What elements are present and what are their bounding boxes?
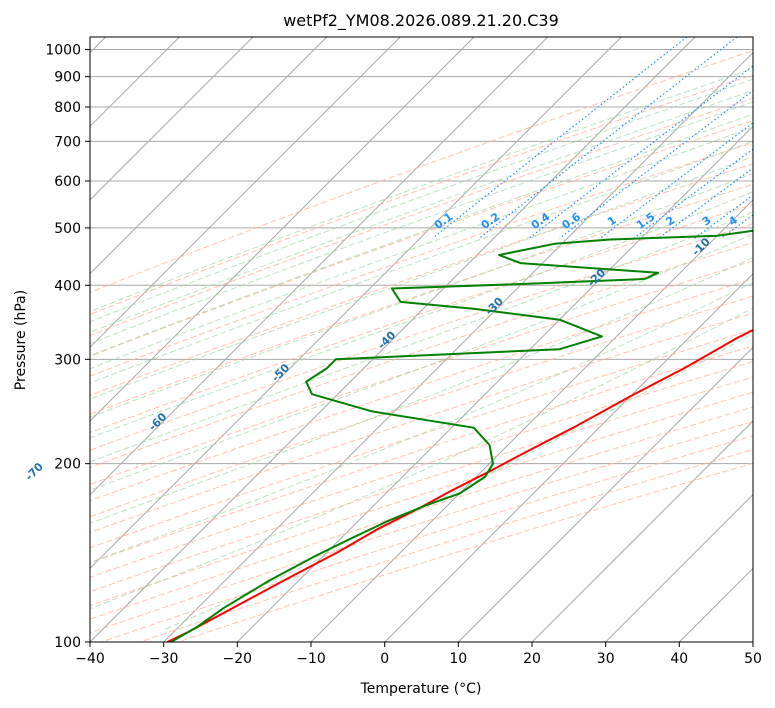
isotherm-line [90,37,475,422]
dewpoint-profile-line [170,229,753,642]
mixing-ratio-line [599,122,753,239]
y-axis: 1000 900 800 700 600 500 400 300 200 100 [45,43,90,651]
mixing-ratio-line [633,148,753,239]
mixing-ratio-label: 0.6 [560,210,584,232]
y-tick-label: 200 [54,457,81,473]
mixing-ratio-label: 0.4 [529,210,553,232]
isotherm-line [163,51,753,642]
dry-adiabat-line [90,391,753,607]
moist-adiabat-line [90,156,753,400]
isotherm-line [752,641,753,642]
y-tick-label: 800 [54,100,81,116]
chart-title: wetPf2_YM08.2026.089.21.20.C39 [283,11,559,31]
dry-adiabat-line [90,421,753,634]
isotherm-line [457,346,753,642]
moist-adiabat-line [90,78,753,323]
dry-adiabat-line [90,97,753,337]
x-tick-label: 0 [380,651,389,667]
moist-adiabat-line [90,113,753,357]
reference-lines [90,37,775,642]
dry-adiabat-line [90,223,753,451]
moist-adiabat-line [90,307,753,610]
y-axis-title: Pressure (hPa) [13,290,29,390]
x-tick-label: −40 [75,651,105,667]
dry-adiabat-line [90,163,753,396]
dry-adiabat-line [90,406,753,620]
isotherm-line [90,37,401,349]
dry-adiabat-line [90,361,753,578]
x-tick-label: 20 [523,651,541,667]
isotherm-line [678,567,753,642]
y-tick-label: 1000 [45,43,81,59]
line-labels: 0.10.20.40.611.5234-100-90-80-70-60-50-4… [23,210,741,483]
dry-adiabat-line [90,50,753,293]
x-tick-label: 30 [597,651,615,667]
dry-adiabat-line [90,142,753,377]
moist-adiabat-line [90,191,753,439]
isotherm-line [236,125,753,642]
isotherm-line [90,37,696,642]
moist-adiabat-line [90,172,753,418]
isotherm-label: -60 [146,410,169,433]
moist-adiabat-line [90,89,753,333]
moist-adiabat-line [90,126,753,370]
isotherm-line [90,37,622,570]
mixing-ratio-line [658,167,753,239]
x-axis: −40 −30 −20 −10 0 10 20 30 40 50 [75,642,762,667]
x-tick-label: −30 [149,651,179,667]
mixing-ratio-label: 0.2 [479,210,502,232]
isotherm-label: -70 [23,460,46,483]
dry-adiabat-line [90,329,753,549]
mixing-ratio-line [760,37,775,238]
moist-adiabat-line [90,67,753,313]
isotherm-line [90,37,328,275]
y-tick-label: 400 [54,278,81,294]
mixing-ratio-label: 4 [726,213,740,228]
mixing-ratio-line [478,37,738,239]
plot-frame [89,36,754,643]
isotherm-label: -30 [483,295,506,318]
x-tick-label: 10 [449,651,467,667]
moist-adiabat-line [90,101,753,345]
x-tick-label: −10 [296,651,326,667]
dry-adiabat-line [90,74,753,315]
dry-adiabat-line [177,462,753,642]
mixing-ratio-line [694,194,753,239]
y-tick-label: 500 [54,221,81,237]
dry-adiabat-line [90,183,753,415]
isotherm-line [605,493,753,642]
x-axis-title: Temperature (°C) [360,681,482,697]
moist-adiabat-line [164,333,753,630]
y-tick-label: 600 [54,174,81,190]
dry-adiabat-line [101,435,753,642]
mixing-ratio-label: 1 [605,214,619,229]
temperature-profile-line [166,328,753,642]
moist-adiabat-line [90,257,753,524]
isotherm-label: -10 [690,235,713,258]
x-tick-label: −20 [223,651,253,667]
isotherm-line [531,420,753,642]
mixing-ratio-line [720,214,753,239]
dry-adiabat-line [90,241,753,469]
isotherm-line [384,272,753,642]
isotherm-line [90,37,549,496]
y-tick-label: 100 [54,635,81,651]
y-tick-label: 900 [54,70,81,86]
dry-adiabat-line [90,312,753,534]
mixing-ratio-label: 1.5 [634,210,657,232]
y-tick-label: 700 [54,134,81,150]
dry-adiabat-line [90,295,753,518]
isotherm-line [90,37,254,201]
mixing-ratio-line [432,37,688,239]
mixing-ratio-line [559,89,753,239]
x-tick-label: 40 [670,651,688,667]
profile-lines [166,229,753,642]
x-tick-label: 50 [744,651,762,667]
moist-adiabat-line [90,281,753,564]
y-tick-label: 300 [54,352,81,368]
